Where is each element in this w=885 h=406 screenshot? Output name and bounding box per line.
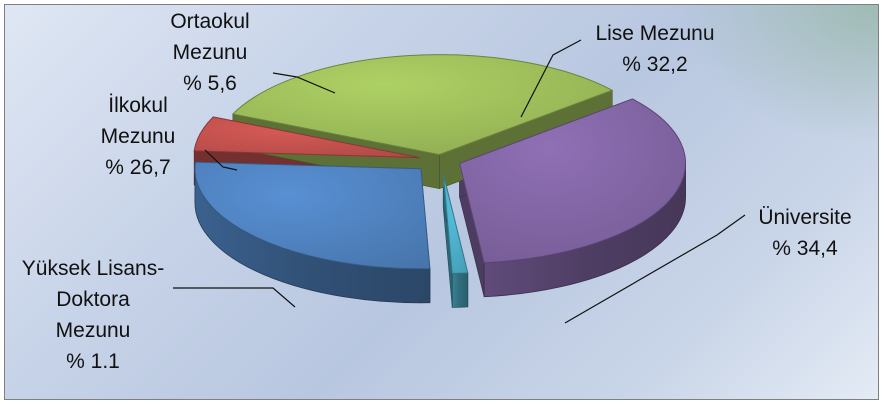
label-ortaokul-line2: Mezunu [172,41,248,64]
chart-area: Ortaokul Mezunu % 5,6 Lise Mezunu % 32,2… [4,4,879,400]
label-lise-value: % 32,2 [622,53,688,76]
leader-line [564,214,746,324]
label-yuksek-line2: Doktora [56,288,130,311]
label-universite-name: Üniversite [758,206,852,229]
label-universite-value: % 34,4 [772,237,838,260]
pie-slice [193,116,420,159]
pie-slice [458,98,687,264]
pie-slice [231,54,614,156]
pie-slice [194,161,431,270]
pie-chart [173,39,746,324]
label-yuksek-lisans: Yüksek Lisans- Doktora Mezunu % 1.1 [13,253,173,377]
label-lise: Lise Mezunu % 32,2 [575,18,735,80]
pie-tops [193,54,687,274]
label-yuksek-line3: Mezunu [55,319,131,342]
leader-line [272,72,336,94]
pie-slice-side [451,272,469,308]
label-universite: Üniversite % 34,4 [735,202,875,264]
label-yuksek-line1: Yüksek Lisans- [21,257,165,280]
label-yuksek-value: % 1.1 [66,350,120,373]
label-ilkokul-line2: Mezunu [100,125,176,148]
leader-line [173,287,296,308]
leader-line [520,39,582,118]
label-lise-name: Lise Mezunu [595,22,715,45]
pie-slice [442,173,469,274]
label-ilkokul-line1: İlkokul [108,94,168,117]
leader-line [204,149,238,171]
leader-lines [173,39,746,324]
label-ortaokul: Ortaokul Mezunu % 5,6 [145,6,275,99]
label-ilkokul: İlkokul Mezunu % 26,7 [73,90,203,183]
label-ortaokul-line1: Ortaokul [170,10,250,33]
label-ortaokul-value: % 5,6 [183,72,237,95]
label-ilkokul-value: % 26,7 [105,156,171,179]
